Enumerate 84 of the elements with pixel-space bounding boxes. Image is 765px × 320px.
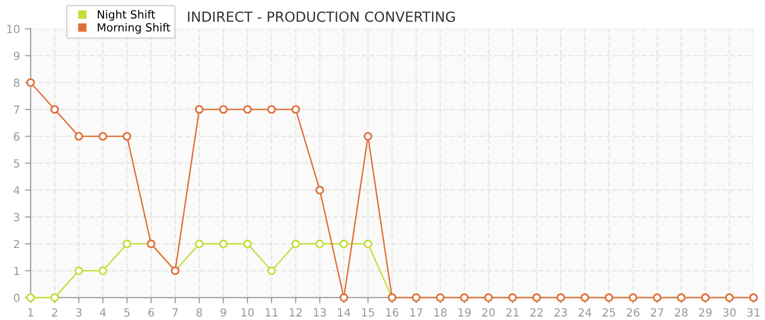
y-tick-label: 7 bbox=[14, 106, 20, 114]
point bbox=[50, 105, 60, 114]
x-tick-label: 27 bbox=[650, 308, 664, 316]
point bbox=[412, 293, 420, 302]
point bbox=[604, 293, 614, 302]
point bbox=[122, 240, 132, 248]
x-tick-label: 6 bbox=[148, 308, 154, 317]
point bbox=[26, 78, 35, 87]
x-tick-label: 8 bbox=[196, 308, 202, 317]
y-tick-label: 4 bbox=[14, 186, 20, 194]
point bbox=[436, 293, 445, 302]
point bbox=[122, 132, 132, 141]
point bbox=[74, 132, 84, 141]
point bbox=[194, 240, 204, 248]
point bbox=[219, 240, 228, 248]
point bbox=[340, 240, 348, 248]
point bbox=[98, 266, 108, 276]
x-tick-label: 9 bbox=[220, 308, 226, 317]
x-tick-label: 7 bbox=[172, 308, 178, 316]
y-tick-label: 6 bbox=[14, 132, 20, 141]
x-tick-label: 23 bbox=[554, 308, 567, 317]
x-tick-label: 19 bbox=[458, 308, 471, 317]
x-tick-label: 1 bbox=[28, 308, 34, 316]
point bbox=[652, 293, 662, 302]
x-tick-label: 20 bbox=[482, 308, 495, 317]
x-tick-label: 22 bbox=[530, 308, 543, 316]
x-tick-label: 5 bbox=[124, 308, 130, 317]
x-tick-label: 12 bbox=[290, 308, 302, 316]
x-tick-label: 2 bbox=[52, 308, 58, 316]
x-tick-label: 17 bbox=[410, 308, 422, 316]
x-tick-label: 29 bbox=[699, 308, 712, 317]
x-tick-label: 13 bbox=[314, 308, 326, 317]
y-tick-label: 2 bbox=[14, 240, 20, 248]
x-tick-label: 31 bbox=[747, 308, 760, 317]
legend-label: Night Shift bbox=[98, 10, 156, 21]
point bbox=[243, 240, 252, 248]
x-tick-label: 4 bbox=[100, 308, 106, 316]
point bbox=[267, 105, 276, 114]
x-tick-label: 16 bbox=[386, 308, 398, 317]
x-tick-label: 24 bbox=[578, 308, 592, 316]
point bbox=[98, 132, 108, 141]
y-tick-label: 9 bbox=[14, 52, 20, 60]
point bbox=[291, 240, 300, 248]
point bbox=[219, 105, 228, 114]
point bbox=[460, 293, 469, 302]
point bbox=[315, 240, 324, 248]
y-tick-label: 0 bbox=[14, 294, 20, 302]
point bbox=[291, 105, 300, 114]
point bbox=[532, 293, 541, 302]
x-tick-label: 30 bbox=[723, 308, 736, 317]
point bbox=[74, 266, 84, 276]
point bbox=[580, 293, 590, 302]
y-tick-label: 5 bbox=[14, 159, 20, 168]
y-tick-label: 3 bbox=[14, 212, 20, 222]
y-tick-label: 10 bbox=[7, 24, 20, 34]
point bbox=[315, 186, 324, 194]
point bbox=[50, 293, 60, 302]
x-tick-label: 28 bbox=[674, 308, 688, 317]
point bbox=[556, 293, 566, 302]
x-tick-label: 3 bbox=[76, 308, 82, 317]
x-tick-label: 21 bbox=[506, 308, 519, 316]
x-tick-label: 25 bbox=[602, 308, 616, 317]
point bbox=[484, 293, 493, 302]
point bbox=[364, 132, 372, 141]
point bbox=[628, 293, 638, 302]
chart-title: INDIRECT - PRODUCTION CONVERTING bbox=[188, 11, 455, 22]
x-tick-label: 26 bbox=[626, 308, 640, 317]
x-tick-label: 14 bbox=[338, 308, 350, 316]
point bbox=[194, 105, 204, 114]
point bbox=[340, 293, 348, 302]
x-tick-label: 10 bbox=[242, 308, 254, 317]
x-tick-label: 18 bbox=[434, 308, 447, 317]
y-tick-label: 1 bbox=[14, 266, 20, 275]
point bbox=[676, 293, 686, 302]
point bbox=[243, 105, 252, 114]
y-tick-label: 8 bbox=[14, 78, 20, 87]
x-tick-label: 15 bbox=[362, 308, 374, 317]
point bbox=[508, 293, 517, 302]
legend-label: Morning Shift bbox=[98, 22, 170, 34]
point bbox=[364, 240, 372, 248]
point bbox=[267, 266, 276, 276]
x-tick-label: 11 bbox=[266, 308, 278, 316]
point bbox=[701, 293, 710, 302]
point bbox=[725, 293, 734, 302]
